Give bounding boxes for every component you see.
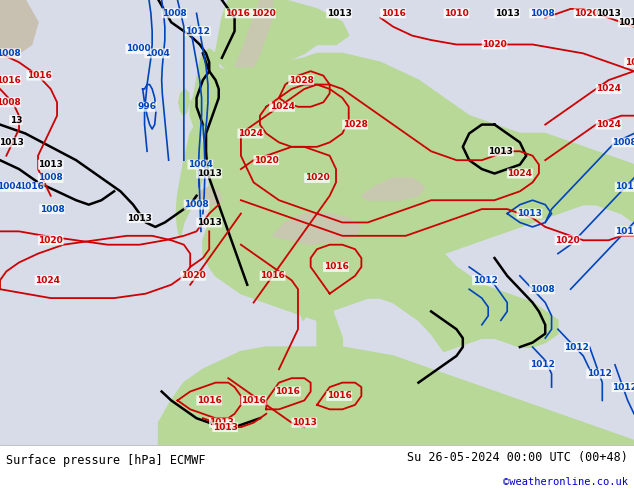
Polygon shape — [197, 53, 634, 365]
Text: 1008: 1008 — [0, 98, 21, 107]
Text: Su 26-05-2024 00:00 UTC (00+48): Su 26-05-2024 00:00 UTC (00+48) — [407, 451, 628, 464]
Text: 1024: 1024 — [507, 169, 533, 178]
Text: 1024: 1024 — [269, 102, 295, 111]
Text: 1013: 1013 — [197, 169, 222, 178]
Text: 1008: 1008 — [529, 285, 555, 294]
Text: 1012: 1012 — [564, 343, 590, 351]
Text: 1016: 1016 — [241, 396, 266, 405]
Text: 1024: 1024 — [238, 129, 263, 138]
Text: 1013: 1013 — [38, 160, 63, 169]
Polygon shape — [158, 347, 634, 445]
Text: 1013: 1013 — [209, 418, 235, 427]
Text: 1013: 1013 — [212, 422, 238, 432]
Text: 1013: 1013 — [0, 138, 24, 147]
Polygon shape — [193, 187, 222, 205]
Text: 1016: 1016 — [327, 392, 352, 400]
Text: 1008: 1008 — [184, 200, 209, 209]
Text: 1013: 1013 — [327, 9, 352, 18]
Text: 1012: 1012 — [612, 383, 634, 392]
Text: 1013: 1013 — [197, 218, 222, 227]
Polygon shape — [301, 302, 307, 320]
Text: 1013: 1013 — [127, 214, 152, 222]
Text: 1012: 1012 — [615, 227, 634, 236]
Text: 1012: 1012 — [472, 276, 498, 285]
Text: 1013: 1013 — [495, 9, 520, 18]
Text: 1010: 1010 — [444, 9, 469, 18]
Text: 1004: 1004 — [188, 160, 213, 169]
Text: 1020: 1020 — [304, 173, 330, 182]
Text: 1012: 1012 — [615, 182, 634, 192]
Text: 1013: 1013 — [618, 18, 634, 27]
Text: 1004: 1004 — [145, 49, 170, 58]
Text: 1020: 1020 — [254, 156, 279, 165]
Text: 10: 10 — [624, 58, 634, 67]
Text: 1004: 1004 — [0, 182, 22, 192]
Text: 1028: 1028 — [288, 75, 314, 85]
Text: 1008: 1008 — [529, 9, 555, 18]
Polygon shape — [273, 214, 361, 245]
Text: 1020: 1020 — [181, 271, 206, 280]
Text: ©weatheronline.co.uk: ©weatheronline.co.uk — [503, 477, 628, 487]
Text: 1016: 1016 — [225, 9, 250, 18]
Polygon shape — [176, 124, 206, 236]
Text: 1013: 1013 — [488, 147, 514, 156]
Text: 1008: 1008 — [612, 138, 634, 147]
Text: 1013: 1013 — [292, 418, 317, 427]
Polygon shape — [235, 0, 273, 67]
Polygon shape — [463, 334, 470, 343]
Text: 1024: 1024 — [596, 120, 621, 129]
Text: 1016: 1016 — [323, 263, 349, 271]
Text: 996: 996 — [138, 102, 157, 111]
Polygon shape — [216, 0, 349, 75]
Text: 1016: 1016 — [27, 71, 52, 80]
Polygon shape — [0, 0, 38, 58]
Text: 1024: 1024 — [596, 84, 621, 94]
Text: 1020: 1020 — [574, 9, 599, 18]
Text: 1016: 1016 — [260, 271, 285, 280]
Text: 1016: 1016 — [19, 182, 44, 192]
Polygon shape — [179, 89, 189, 116]
Text: 1000: 1000 — [126, 45, 150, 53]
Text: 1020: 1020 — [38, 236, 63, 245]
Text: 1020: 1020 — [555, 236, 580, 245]
Text: 1013: 1013 — [517, 209, 542, 218]
Text: 1024: 1024 — [35, 276, 60, 285]
Text: 1012: 1012 — [185, 26, 210, 36]
Text: 1028: 1028 — [342, 120, 368, 129]
Polygon shape — [298, 285, 303, 302]
Text: 1008: 1008 — [0, 49, 21, 58]
Text: 1016: 1016 — [275, 387, 301, 396]
Polygon shape — [190, 94, 206, 138]
Text: 1020: 1020 — [250, 9, 276, 18]
Polygon shape — [193, 49, 219, 107]
Polygon shape — [247, 71, 254, 89]
Text: 1013: 1013 — [596, 9, 621, 18]
Text: 1012: 1012 — [529, 360, 555, 369]
Polygon shape — [330, 351, 341, 369]
Text: 13: 13 — [10, 116, 22, 124]
Text: 1020: 1020 — [482, 40, 507, 49]
Polygon shape — [361, 178, 425, 200]
Text: 1016: 1016 — [197, 396, 222, 405]
Text: Surface pressure [hPa] ECMWF: Surface pressure [hPa] ECMWF — [6, 454, 206, 467]
Text: 1008: 1008 — [39, 205, 65, 214]
Text: 1008: 1008 — [162, 9, 187, 18]
Text: 1008: 1008 — [38, 173, 63, 182]
Text: 1016: 1016 — [380, 9, 406, 18]
Text: 1016: 1016 — [0, 75, 21, 85]
Text: 1012: 1012 — [586, 369, 612, 378]
